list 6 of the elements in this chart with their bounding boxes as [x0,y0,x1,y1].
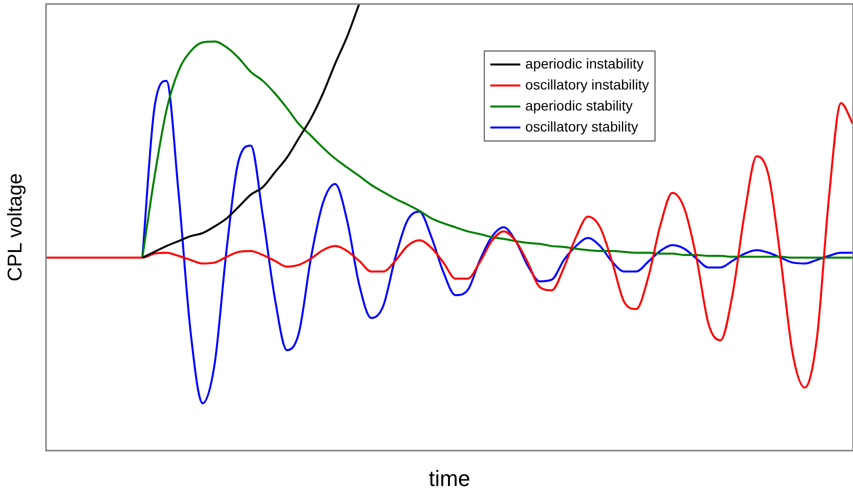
x-axis-title: time [428,466,470,491]
legend-label: oscillatory instability [525,76,650,92]
legend-label: aperiodic stability [525,97,633,114]
legend-label: oscillatory stability [525,118,638,134]
legend-label: aperiodic instability [525,55,644,72]
y-axis-title: CPL voltage [4,173,27,282]
